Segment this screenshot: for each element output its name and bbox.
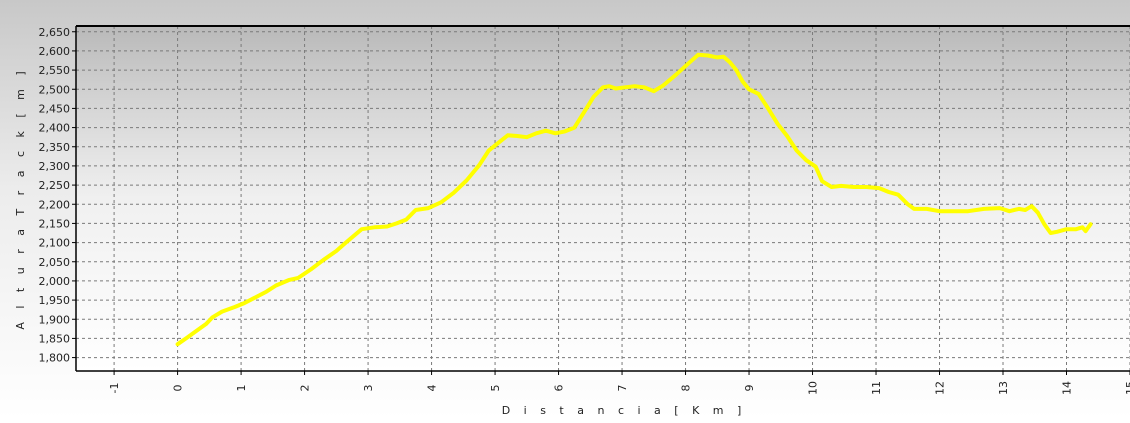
series-layer bbox=[175, 52, 1093, 347]
x-tick-label: 1 bbox=[235, 385, 248, 392]
x-tick-label: -1 bbox=[108, 383, 121, 394]
x-tick-label: 7 bbox=[616, 385, 629, 392]
x-tick-label: 12 bbox=[934, 381, 947, 395]
grid-lines bbox=[76, 26, 1130, 371]
y-tick-label: 2,350 bbox=[39, 141, 71, 154]
y-tick-label: 2,200 bbox=[39, 198, 71, 211]
y-tick-label: 2,050 bbox=[39, 256, 71, 269]
x-tick-label: 4 bbox=[426, 385, 439, 392]
x-axis-title: D i s t a n c i a [ K m ] bbox=[502, 404, 747, 417]
y-tick-label: 2,550 bbox=[39, 64, 71, 77]
plot-area bbox=[76, 26, 1130, 371]
x-tick-label: 15 bbox=[1124, 381, 1130, 395]
x-tick-label: 9 bbox=[743, 385, 756, 392]
y-tick-label: 1,950 bbox=[39, 294, 71, 307]
y-tick-label: 2,500 bbox=[39, 83, 71, 96]
x-tick-label: 6 bbox=[553, 385, 566, 392]
x-tick-label: 11 bbox=[870, 381, 883, 395]
y-tick-label: 2,650 bbox=[39, 26, 71, 39]
y-tick-label: 2,250 bbox=[39, 179, 71, 192]
axes bbox=[72, 25, 1130, 375]
y-tick-label: 2,400 bbox=[39, 122, 71, 135]
x-tick-label: 0 bbox=[172, 385, 185, 392]
x-tick-label: 14 bbox=[1061, 381, 1074, 395]
x-tick-label: 13 bbox=[997, 381, 1010, 395]
y-tick-label: 1,850 bbox=[39, 332, 71, 345]
x-tick-label: 5 bbox=[489, 385, 502, 392]
y-tick-label: 1,800 bbox=[39, 352, 71, 365]
x-tick-label: 8 bbox=[680, 385, 693, 392]
y-axis-title: A l t u r a T r a c k [ m ] bbox=[14, 66, 27, 329]
y-tick-labels: 1,800 1,850 1,900 1,950 2,000 2,050 2,100 2,150… bbox=[39, 26, 71, 365]
y-tick-label: 2,600 bbox=[39, 45, 71, 58]
y-tick-label: 2,100 bbox=[39, 237, 71, 250]
y-tick-label: 1,900 bbox=[39, 313, 71, 326]
x-tick-label: 2 bbox=[299, 385, 312, 392]
y-tick-label: 2,150 bbox=[39, 217, 71, 230]
x-tick-labels: -1 0 1 2 3 4 5 6 7 8 9 10 11 12 13 14 15 bbox=[108, 381, 1130, 395]
y-tick-label: 2,450 bbox=[39, 102, 71, 115]
y-tick-label: 2,300 bbox=[39, 160, 71, 173]
x-tick-label: 3 bbox=[362, 385, 375, 392]
series-line-altitude bbox=[175, 52, 1093, 347]
y-tick-label: 2,000 bbox=[39, 275, 71, 288]
x-tick-label: 10 bbox=[807, 381, 820, 395]
